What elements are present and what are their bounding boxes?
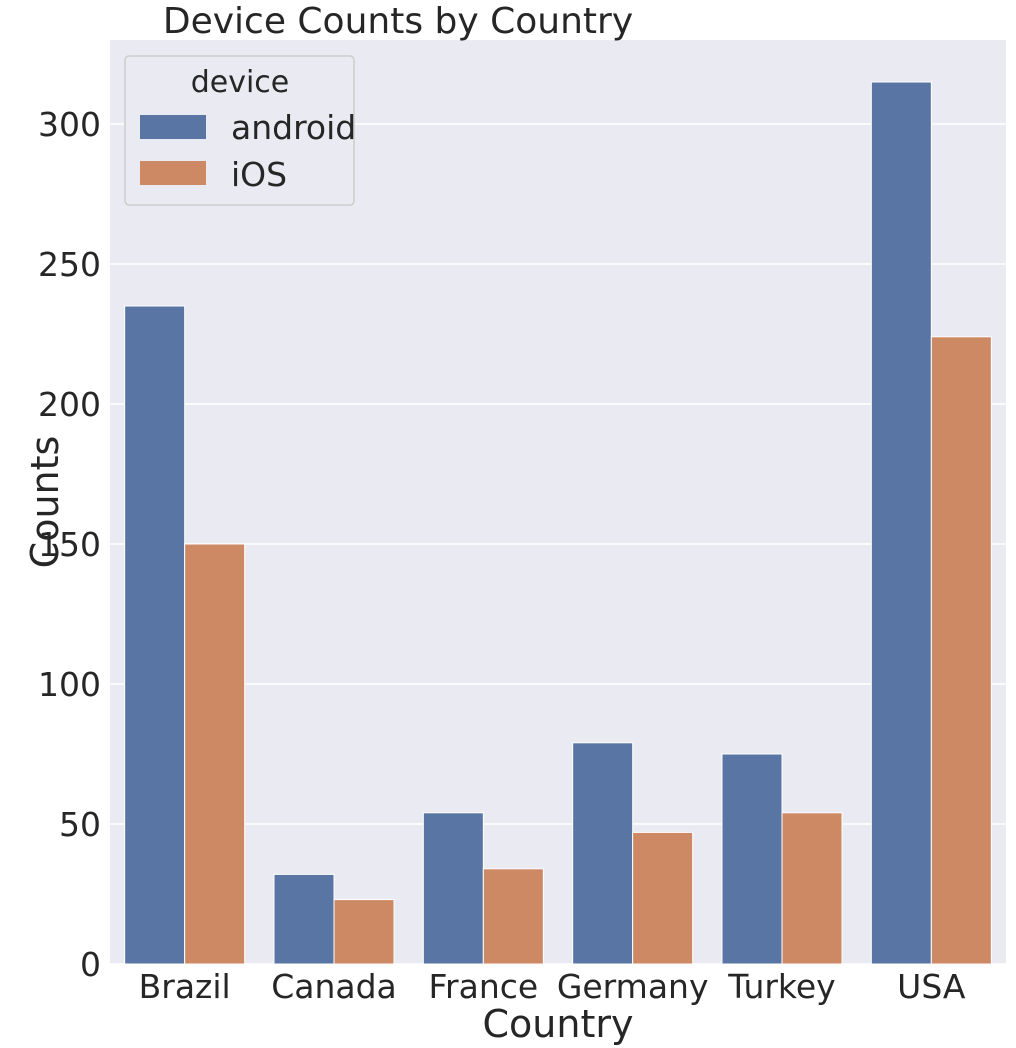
bar-germany-android [572,742,634,965]
x-tick-label-brazil: Brazil [139,967,231,1006]
gridlines [110,123,1006,965]
bar-brazil-android [124,305,186,965]
bar-brazil-ios [184,543,246,965]
chart-title: Device Counts by Country [163,1,633,42]
x-tick-label-turkey: Turkey [727,967,835,1006]
x-tick-labels: Brazil Canada France Germany Turkey USA [139,967,966,1006]
x-axis-label: Country [483,1002,634,1046]
bar-france-android [422,812,484,965]
y-tick-label: 50 [59,805,101,844]
bar-turkey-ios [781,812,843,965]
bar-usa-ios [930,336,992,965]
x-tick-label-germany: Germany [557,967,709,1006]
y-tick-label: 200 [38,385,101,424]
bar-usa-android [870,81,932,965]
x-tick-label-canada: Canada [271,967,397,1006]
y-tick-label: 0 [80,945,101,984]
bar-canada-android [273,873,335,965]
y-tick-label: 150 [38,525,101,564]
y-tick-label: 250 [38,245,101,284]
bar-france-ios [482,868,544,965]
y-axis-label: Counts [23,436,67,569]
bar-canada-ios [333,899,395,965]
x-tick-label-france: France [428,967,538,1006]
x-tick-label-usa: USA [897,967,966,1006]
y-tick-label: 300 [38,105,101,144]
legend-swatch-ios [140,161,206,185]
bar-germany-ios [632,831,694,965]
legend-label-android: android [231,108,356,147]
legend-swatch-android [140,115,206,139]
legend: device android iOS [124,55,356,206]
bar-turkey-android [721,753,783,965]
y-tick-label: 100 [38,665,101,704]
y-tick-labels: 0 50 100 150 200 250 300 [38,105,101,984]
legend-label-ios: iOS [231,155,287,194]
bars [124,81,992,965]
legend-title: device [191,65,290,100]
